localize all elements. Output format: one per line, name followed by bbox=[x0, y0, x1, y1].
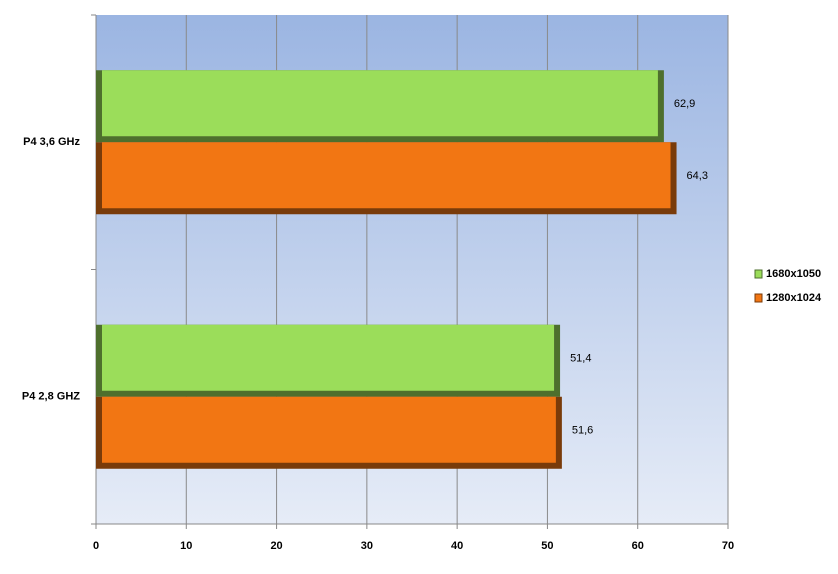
x-tick-label: 20 bbox=[270, 540, 282, 552]
legend-label: 1280x1024 bbox=[766, 292, 822, 304]
y-tick-label: P4 3,6 GHz bbox=[23, 136, 80, 148]
x-tick-label: 60 bbox=[632, 540, 644, 552]
x-tick-label: 10 bbox=[180, 540, 192, 552]
x-tick-label: 30 bbox=[361, 540, 373, 552]
bar-face bbox=[102, 396, 556, 463]
value-label: 51,6 bbox=[572, 425, 593, 437]
x-tick-label: 50 bbox=[541, 540, 553, 552]
value-label: 51,4 bbox=[570, 353, 591, 365]
bar-face bbox=[102, 324, 555, 391]
legend-swatch bbox=[754, 293, 763, 303]
bar-face bbox=[102, 142, 671, 209]
y-tick-label: P4 2,8 GHZ bbox=[22, 391, 80, 403]
bar-face bbox=[102, 70, 658, 137]
value-label: 62,9 bbox=[674, 98, 695, 110]
x-tick-label: 70 bbox=[722, 540, 734, 552]
legend-swatch bbox=[754, 269, 763, 279]
value-label: 64,3 bbox=[687, 170, 708, 182]
x-tick-label: 40 bbox=[451, 540, 463, 552]
legend-label: 1680x1050 bbox=[766, 268, 821, 280]
x-tick-label: 0 bbox=[93, 540, 99, 552]
